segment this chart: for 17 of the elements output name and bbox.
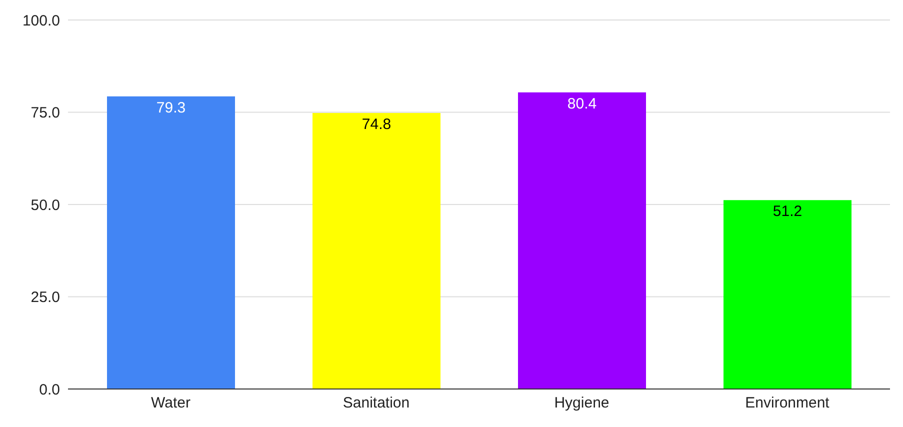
data-label: 51.2 [772,203,802,220]
bar [107,96,235,389]
x-tick-label: Water [151,394,190,412]
y-tick-label: 25.0 [30,289,60,306]
x-tick-label: Environment [745,394,830,412]
bar [312,112,440,389]
x-tick-label: Sanitation [342,394,410,412]
y-tick-label: 75.0 [30,104,60,122]
bar [724,200,852,389]
data-label: 79.3 [156,99,186,116]
y-tick-label: 50.0 [30,196,60,214]
bar [518,92,646,389]
x-tick-label: Hygiene [554,394,610,412]
data-label: 80.4 [567,95,597,112]
data-label: 74.8 [362,116,392,133]
y-tick-label: 100.0 [22,12,60,30]
y-tick-label: 0.0 [39,381,60,398]
